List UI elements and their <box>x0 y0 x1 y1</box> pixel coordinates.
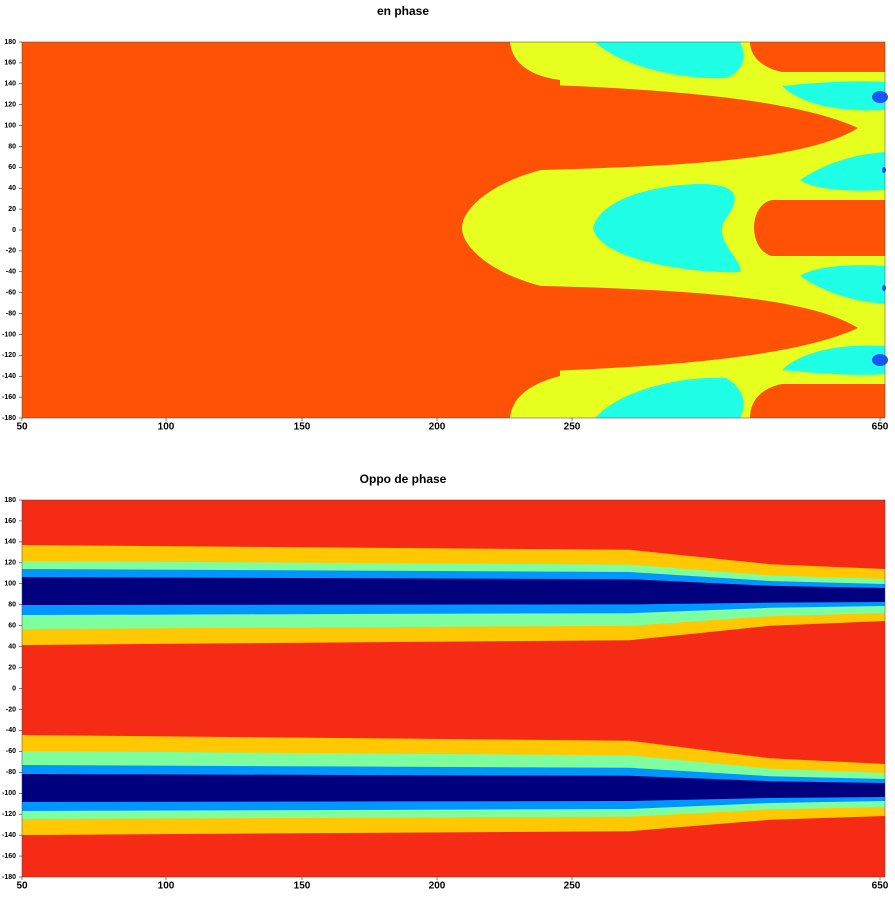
x-tick-label: 100 <box>158 422 175 433</box>
y-tick-label: -60 <box>6 290 16 297</box>
contour-oppo-de-phase <box>22 500 885 877</box>
y-tick-label: -140 <box>2 832 16 839</box>
y-tick-label: 0 <box>12 227 16 234</box>
y-tick-label: -20 <box>6 248 16 255</box>
y-tick-label: 140 <box>4 539 16 546</box>
y-tick-label: 120 <box>4 560 16 567</box>
y-tick-label: -180 <box>2 415 16 422</box>
x-tick-label: 200 <box>429 422 446 433</box>
region <box>882 285 886 291</box>
y-tick-label: 60 <box>8 164 16 171</box>
y-tick-label: 20 <box>8 664 16 671</box>
y-tick-label: 180 <box>4 39 16 46</box>
y-tick-label: -120 <box>2 811 16 818</box>
axes: en phase180160140120100806040200-20-40-6… <box>2 4 889 891</box>
x-tick-label: 150 <box>294 881 311 892</box>
y-tick-label: 140 <box>4 81 16 88</box>
region <box>754 200 885 256</box>
y-tick-label: -80 <box>6 769 16 776</box>
region <box>882 167 886 173</box>
y-tick-label: -160 <box>2 853 16 860</box>
x-tick-label: 100 <box>158 881 175 892</box>
y-tick-label: 100 <box>4 581 16 588</box>
region <box>22 774 885 802</box>
region <box>750 42 885 72</box>
y-tick-label: 80 <box>8 602 16 609</box>
contour-en-phase <box>22 42 888 418</box>
y-tick-label: 40 <box>8 185 16 192</box>
region <box>595 42 744 79</box>
y-tick-label: 0 <box>12 685 16 692</box>
x-tick-label: 150 <box>294 422 311 433</box>
y-tick-label: 80 <box>8 143 16 150</box>
region <box>800 265 885 304</box>
y-tick-label: -20 <box>6 706 16 713</box>
region <box>455 284 858 374</box>
y-tick-label: -40 <box>6 727 16 734</box>
region <box>872 91 888 103</box>
x-tick-label: 250 <box>564 422 581 433</box>
plot-frame <box>21 499 886 878</box>
y-tick-label: 180 <box>4 497 16 504</box>
x-tick-label: 200 <box>429 881 446 892</box>
y-tick-label: -80 <box>6 310 16 317</box>
chart-title: en phase <box>377 4 429 18</box>
y-tick-label: -160 <box>2 394 16 401</box>
region <box>782 345 885 375</box>
y-tick-label: 160 <box>4 60 16 67</box>
region <box>800 152 885 191</box>
x-tick-label: 650 <box>872 881 889 892</box>
y-tick-label: -60 <box>6 748 16 755</box>
y-tick-label: -120 <box>2 352 16 359</box>
y-tick-label: 120 <box>4 102 16 109</box>
y-tick-label: -100 <box>2 331 16 338</box>
y-tick-label: -100 <box>2 790 16 797</box>
region <box>593 184 741 273</box>
x-tick-label: 50 <box>16 881 28 892</box>
y-tick-label: -40 <box>6 269 16 276</box>
region <box>872 354 888 366</box>
region <box>22 577 885 605</box>
region <box>750 384 885 418</box>
y-tick-label: 100 <box>4 122 16 129</box>
y-tick-label: -180 <box>2 874 16 881</box>
x-tick-label: 250 <box>564 881 581 892</box>
region <box>782 81 885 111</box>
y-tick-label: 20 <box>8 206 16 213</box>
y-tick-label: 60 <box>8 623 16 630</box>
y-tick-label: 160 <box>4 518 16 525</box>
region <box>595 377 744 418</box>
plot-frame <box>21 41 886 419</box>
region <box>455 82 858 172</box>
y-tick-label: 40 <box>8 643 16 650</box>
x-tick-label: 50 <box>16 422 28 433</box>
chart-title: Oppo de phase <box>360 472 447 486</box>
y-tick-label: -140 <box>2 373 16 380</box>
x-tick-label: 650 <box>872 422 889 433</box>
